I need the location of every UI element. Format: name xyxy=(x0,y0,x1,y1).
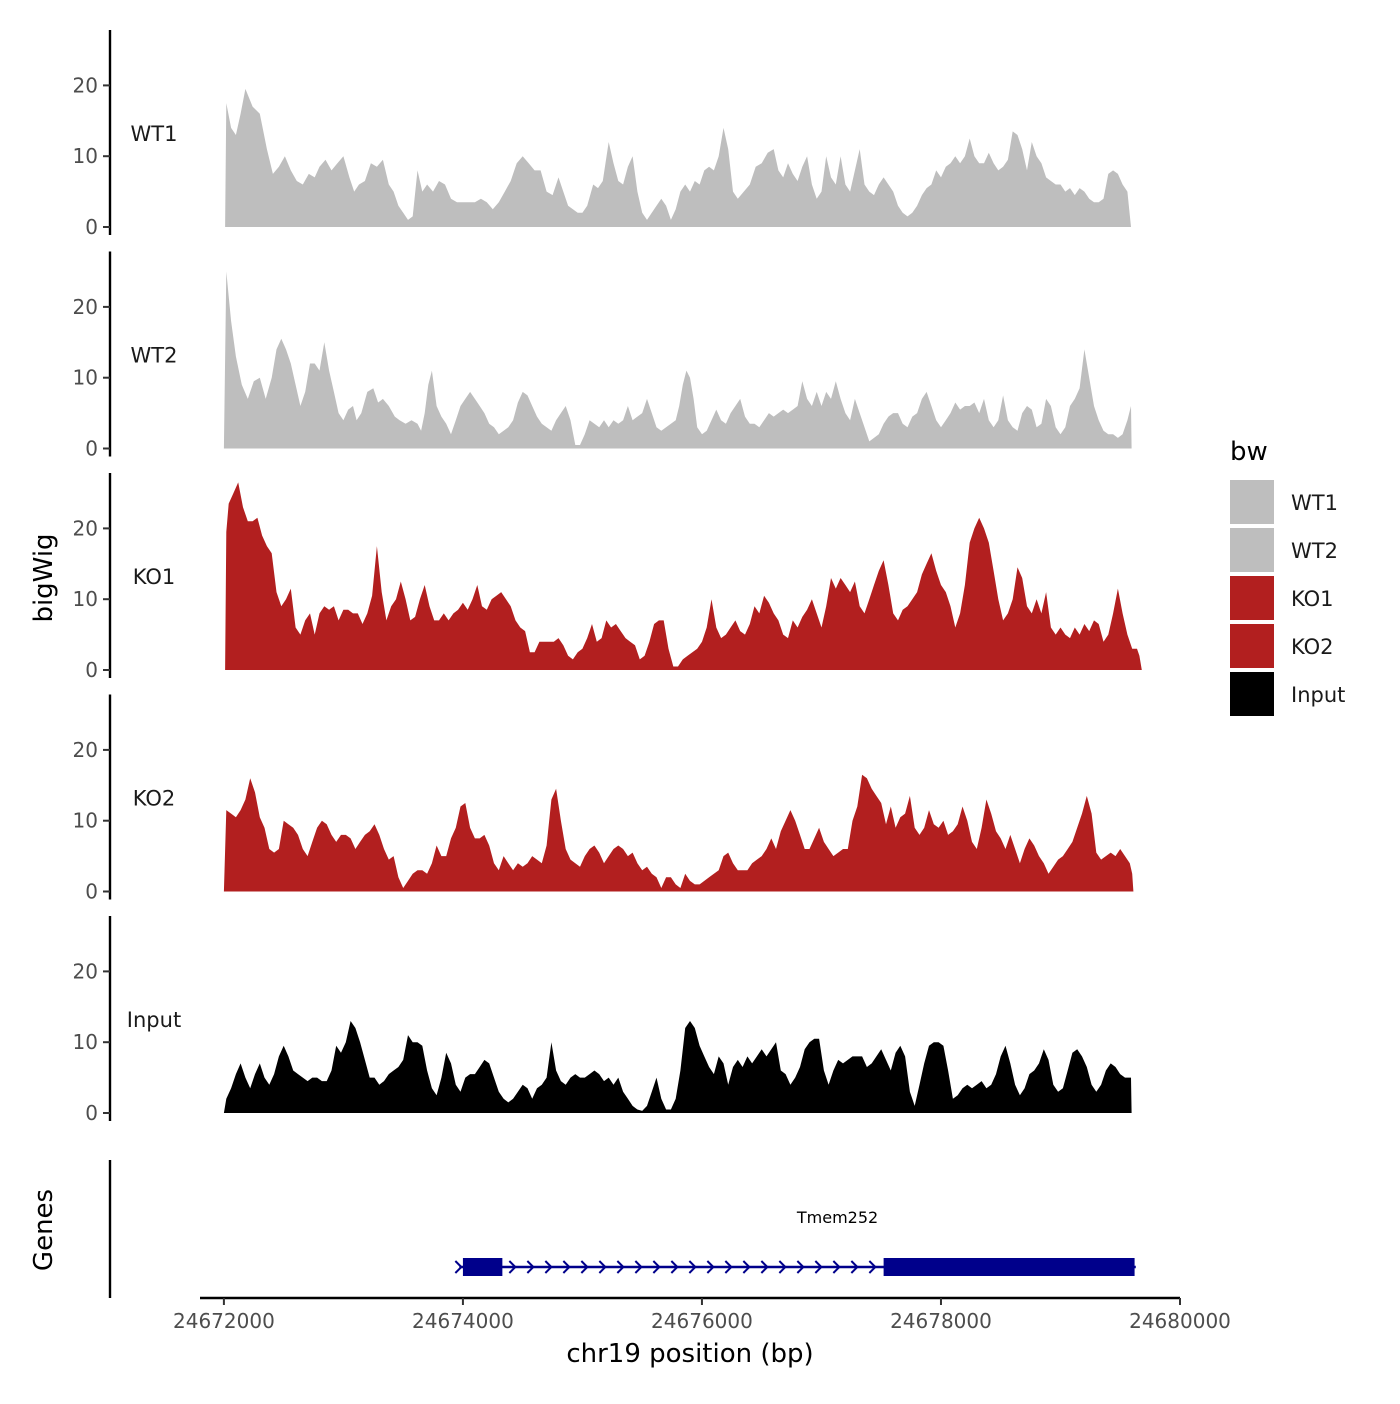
y-tick-label: 0 xyxy=(85,437,98,461)
x-tick-label: 24678000 xyxy=(890,1309,992,1333)
coverage-area xyxy=(225,482,1142,670)
y-tick-label: 0 xyxy=(85,215,98,239)
y-tick-label: 10 xyxy=(73,366,98,390)
strand-arrow xyxy=(814,1260,823,1274)
coverage-area xyxy=(225,88,1132,228)
y-tick-label: 20 xyxy=(73,73,98,97)
track-label: WT1 xyxy=(131,122,178,146)
strand-arrow xyxy=(724,1260,733,1274)
strand-arrow xyxy=(616,1260,625,1274)
track-ko2: 0 10 20 KO2 xyxy=(73,694,1134,904)
y-tick-label: 20 xyxy=(73,295,98,319)
y-tick-label: 20 xyxy=(73,738,98,762)
strand-arrow xyxy=(742,1260,751,1274)
y-tick-label: 20 xyxy=(73,959,98,983)
legend-key-input xyxy=(1230,672,1274,716)
legend: bw WT1 WT2 KO1 KO2 Input xyxy=(1230,437,1345,716)
legend-key-wt1 xyxy=(1230,480,1274,524)
legend-label-input: Input xyxy=(1291,683,1345,707)
track-label: Input xyxy=(127,1008,181,1032)
y-tick-label: 0 xyxy=(85,658,98,682)
strand-arrow xyxy=(454,1260,463,1274)
x-tick-label: 24680000 xyxy=(1129,1309,1231,1333)
strand-arrow xyxy=(850,1260,859,1274)
strand-arrow xyxy=(652,1260,661,1274)
y-tick-label: 10 xyxy=(73,809,98,833)
x-tick-label: 24674000 xyxy=(412,1309,514,1333)
y-tick-label: 0 xyxy=(85,1101,98,1125)
strand-arrow xyxy=(526,1260,535,1274)
legend-label-ko2: KO2 xyxy=(1291,635,1334,659)
legend-key-ko2 xyxy=(1230,624,1274,668)
track-label: WT2 xyxy=(131,344,178,368)
track-ko1: 0 10 20 KO1 xyxy=(73,473,1142,682)
legend-label-wt2: WT2 xyxy=(1291,539,1338,563)
gene-exon xyxy=(883,1258,1135,1276)
y-tick-label: 10 xyxy=(73,587,98,611)
gene-label: Tmem252 xyxy=(796,1208,878,1227)
y-tick-label: 20 xyxy=(73,516,98,540)
strand-arrow xyxy=(868,1260,877,1274)
track-wt1: 0 10 20 WT1 xyxy=(73,30,1132,239)
legend-title: bw xyxy=(1230,437,1268,467)
strand-arrow xyxy=(760,1260,769,1274)
tracks-group: 0 10 20 WT1 0 10 20 WT2 0 10 20 KO1 0 10 20 KO2 0 10 20 Inp… xyxy=(73,30,1142,1125)
x-axis-title: chr19 position (bp) xyxy=(566,1339,813,1369)
genes-axis-title: Genes xyxy=(29,1189,59,1271)
gene-tmem252: Tmem252 xyxy=(454,1208,1136,1276)
legend-label-wt1: WT1 xyxy=(1291,491,1338,515)
track-label: KO1 xyxy=(133,565,176,589)
y-tick-label: 10 xyxy=(73,144,98,168)
strand-arrow xyxy=(634,1260,643,1274)
legend-label-ko1: KO1 xyxy=(1291,587,1334,611)
strand-arrow xyxy=(670,1260,679,1274)
strand-arrow xyxy=(688,1260,697,1274)
genes-panel: Tmem252 xyxy=(108,1160,1136,1298)
strand-arrow xyxy=(832,1260,841,1274)
strand-arrow xyxy=(508,1260,517,1274)
strand-arrow xyxy=(580,1260,589,1274)
y-tick-label: 0 xyxy=(85,880,98,904)
x-axis: 24672000 24674000 24676000 24678000 24680000 xyxy=(173,1296,1231,1333)
gene-exon xyxy=(462,1258,503,1276)
x-tick-label: 24672000 xyxy=(173,1309,275,1333)
y-tick-label: 10 xyxy=(73,1030,98,1054)
legend-key-wt2 xyxy=(1230,528,1274,572)
legend-key-ko1 xyxy=(1230,576,1274,620)
track-input: 0 10 20 Input xyxy=(73,916,1132,1125)
coverage-area xyxy=(223,774,1134,892)
coverage-area xyxy=(223,1021,1132,1113)
strand-arrow xyxy=(706,1260,715,1274)
x-tick-label: 24676000 xyxy=(651,1309,753,1333)
strand-arrow xyxy=(778,1260,787,1274)
track-wt2: 0 10 20 WT2 xyxy=(73,251,1132,461)
coverage-area xyxy=(223,271,1132,449)
track-label: KO2 xyxy=(133,787,176,811)
strand-arrow xyxy=(796,1260,805,1274)
strand-arrow xyxy=(544,1260,553,1274)
y-axis-title: bigWig xyxy=(29,533,59,622)
strand-arrow xyxy=(598,1260,607,1274)
strand-arrow xyxy=(562,1260,571,1274)
